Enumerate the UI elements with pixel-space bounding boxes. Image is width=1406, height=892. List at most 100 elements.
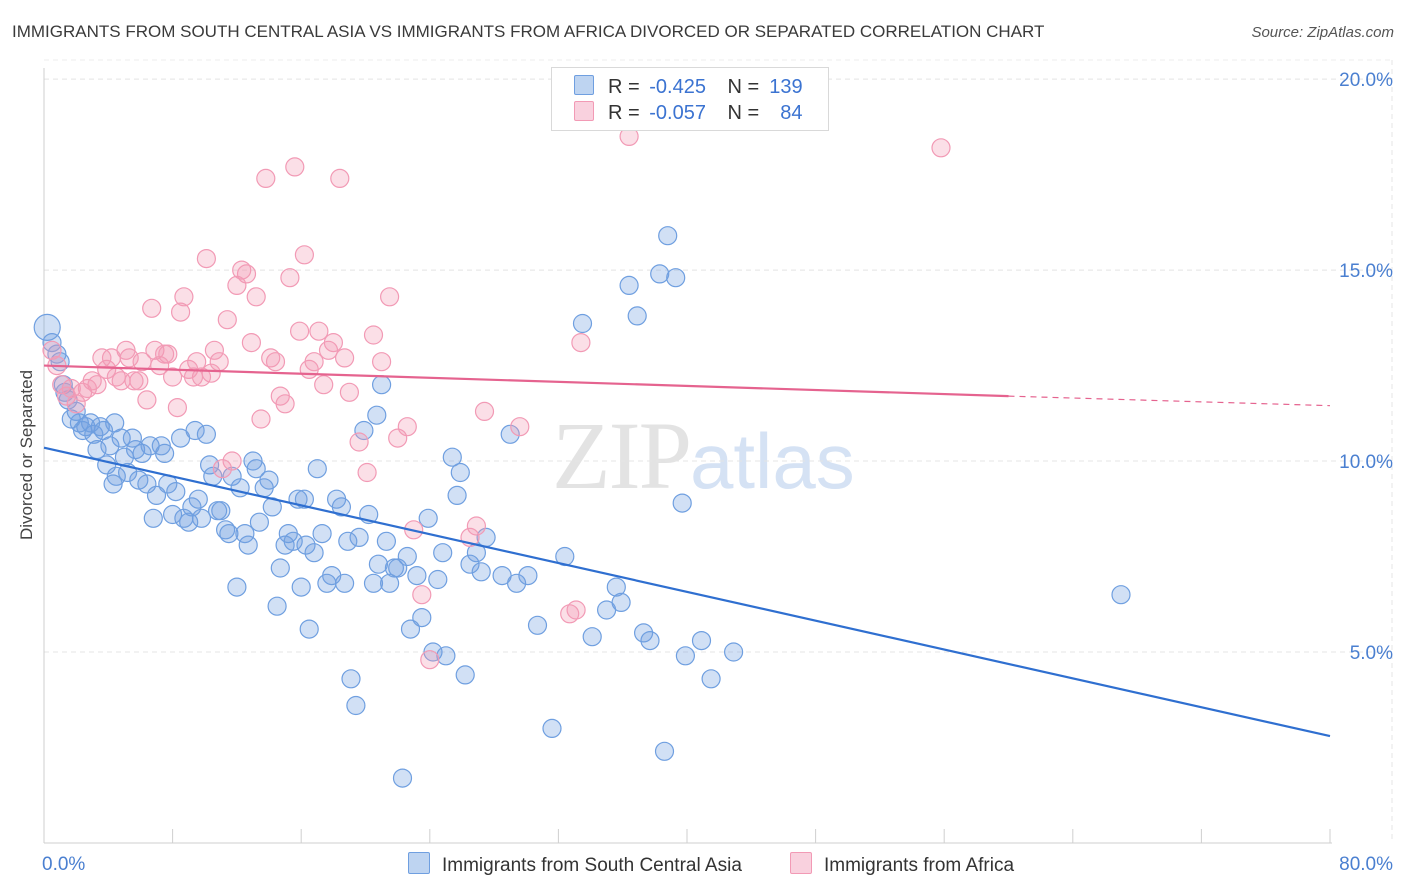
data-point	[211, 501, 231, 521]
trend-line-africa	[43, 364, 1009, 398]
data-point	[412, 607, 432, 628]
r-value: -0.057	[649, 102, 706, 124]
series-south-central-asia	[33, 226, 1131, 788]
data-point	[61, 378, 81, 399]
data-point	[474, 401, 495, 421]
data-point	[357, 462, 377, 483]
data-point	[407, 565, 427, 586]
data-point	[275, 394, 295, 414]
data-point	[291, 577, 311, 597]
data-point	[466, 516, 486, 536]
n-label: N =	[727, 76, 760, 98]
data-point	[701, 669, 721, 689]
data-point	[188, 489, 208, 509]
data-point	[204, 340, 224, 360]
data-point	[267, 596, 287, 616]
x-tick-label-max: 80.0%	[1339, 854, 1393, 875]
watermark-zip: ZIP	[552, 402, 692, 509]
data-point	[174, 287, 194, 307]
data-point	[52, 375, 72, 395]
data-point	[179, 512, 199, 532]
legend-label-asia: Immigrants from South Central Asia	[442, 855, 742, 876]
data-point	[196, 249, 216, 269]
data-point	[582, 627, 602, 647]
data-point	[100, 436, 120, 456]
data-point	[339, 382, 359, 402]
data-point	[191, 508, 212, 528]
data-point	[191, 367, 212, 387]
data-point	[527, 615, 548, 635]
data-point	[155, 443, 175, 463]
data-point	[633, 623, 654, 643]
data-point	[330, 168, 350, 188]
trend-line-africa-extension	[1008, 395, 1331, 407]
data-point	[412, 585, 432, 605]
legend-item-africa: Immigrants from Africa	[790, 852, 1014, 877]
data-point	[518, 565, 538, 586]
data-point	[428, 569, 448, 590]
data-point	[471, 562, 491, 582]
data-point	[309, 321, 329, 341]
data-point	[380, 573, 400, 593]
data-point	[146, 485, 167, 505]
data-point	[349, 432, 369, 452]
x-tick-label-min: 0.0%	[42, 854, 85, 875]
data-point	[397, 417, 417, 437]
data-point	[42, 333, 62, 353]
y-axis-label: Divorced or Separated	[17, 370, 36, 540]
legend-swatch-asia	[574, 75, 594, 95]
r-value: -0.425	[649, 76, 706, 98]
data-point	[270, 558, 290, 578]
data-point	[132, 443, 152, 463]
data-point	[227, 577, 247, 597]
data-point	[106, 466, 126, 486]
data-point	[433, 543, 453, 563]
data-point	[611, 592, 631, 613]
data-point	[290, 321, 310, 341]
data-point	[363, 573, 384, 593]
data-point	[450, 462, 470, 483]
data-point	[66, 394, 86, 414]
data-point	[243, 451, 263, 471]
data-point	[346, 695, 366, 716]
data-point	[372, 375, 392, 395]
data-point	[87, 375, 107, 395]
data-point	[122, 428, 142, 448]
data-point	[566, 600, 586, 620]
data-point	[163, 504, 183, 525]
data-point	[931, 138, 951, 158]
data-point	[84, 424, 104, 444]
data-point	[691, 630, 712, 651]
data-point	[249, 512, 269, 532]
data-point	[280, 268, 300, 288]
data-point	[400, 619, 421, 639]
data-point	[380, 287, 400, 307]
r-label: R =	[608, 76, 640, 98]
data-point	[506, 573, 527, 593]
data-point	[42, 340, 62, 360]
data-point	[654, 741, 675, 761]
y-tick-label: 10.0%	[1339, 452, 1393, 473]
data-point	[420, 650, 440, 670]
data-point	[335, 348, 355, 368]
data-point	[341, 669, 361, 689]
data-point	[510, 417, 530, 437]
n-value: 139	[769, 76, 803, 98]
data-point	[376, 531, 396, 551]
data-point	[368, 554, 388, 574]
data-point	[442, 447, 462, 467]
data-point	[241, 333, 261, 353]
data-point	[142, 298, 162, 318]
data-point	[294, 245, 314, 265]
legend-swatch-africa	[574, 101, 594, 121]
data-point	[124, 371, 144, 391]
data-point	[216, 520, 236, 540]
data-point	[354, 420, 374, 441]
data-point	[129, 371, 149, 391]
data-point	[217, 310, 237, 330]
data-point	[619, 275, 639, 295]
data-point	[304, 352, 324, 372]
data-point	[251, 409, 271, 429]
data-point	[447, 485, 467, 505]
